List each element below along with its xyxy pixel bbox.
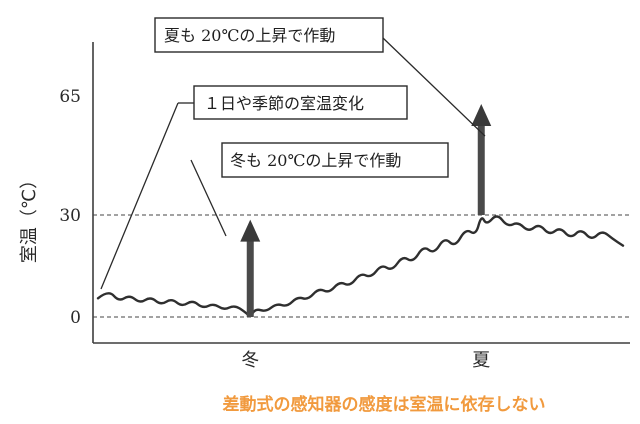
callout-daily-seasonal: １日や季節の室温変化 bbox=[193, 85, 408, 120]
y-axis-label-group: 室温（℃） bbox=[19, 171, 40, 263]
y-tick-label: 65 bbox=[59, 87, 81, 107]
callout-summer: 夏も 20℃の上昇で作動 bbox=[154, 17, 384, 53]
winter-activation-arrow bbox=[240, 219, 261, 317]
room-temperature-line bbox=[96, 215, 625, 317]
x-label-summer: 夏 bbox=[472, 350, 490, 371]
callout-text: 冬も 20℃の上昇で作動 bbox=[230, 151, 401, 170]
callout-text: １日や季節の室温変化 bbox=[204, 94, 364, 113]
callout-text: 夏も 20℃の上昇で作動 bbox=[164, 26, 335, 45]
leader-line-summer bbox=[382, 37, 486, 137]
callout-box bbox=[154, 17, 384, 53]
x-label-winter: 冬 bbox=[241, 350, 259, 371]
caption: 差動式の感知器の感度は室温に依存しない bbox=[223, 394, 546, 415]
arrow-shaft bbox=[246, 240, 254, 317]
leader-line-winter bbox=[190, 159, 227, 237]
summer-activation-arrow bbox=[471, 104, 492, 215]
leader-line-daily-diag bbox=[100, 102, 179, 290]
arrow-head bbox=[240, 219, 261, 242]
y-axis-label: 室温（℃） bbox=[19, 171, 40, 263]
callout-box bbox=[193, 85, 408, 120]
arrow-shaft bbox=[477, 125, 485, 215]
y-tick-label: 30 bbox=[59, 206, 81, 226]
callout-winter: 冬も 20℃の上昇で作動 bbox=[221, 142, 449, 178]
arrow-head bbox=[471, 104, 492, 126]
callout-box bbox=[221, 142, 449, 178]
y-tick-label: 0 bbox=[70, 308, 81, 328]
